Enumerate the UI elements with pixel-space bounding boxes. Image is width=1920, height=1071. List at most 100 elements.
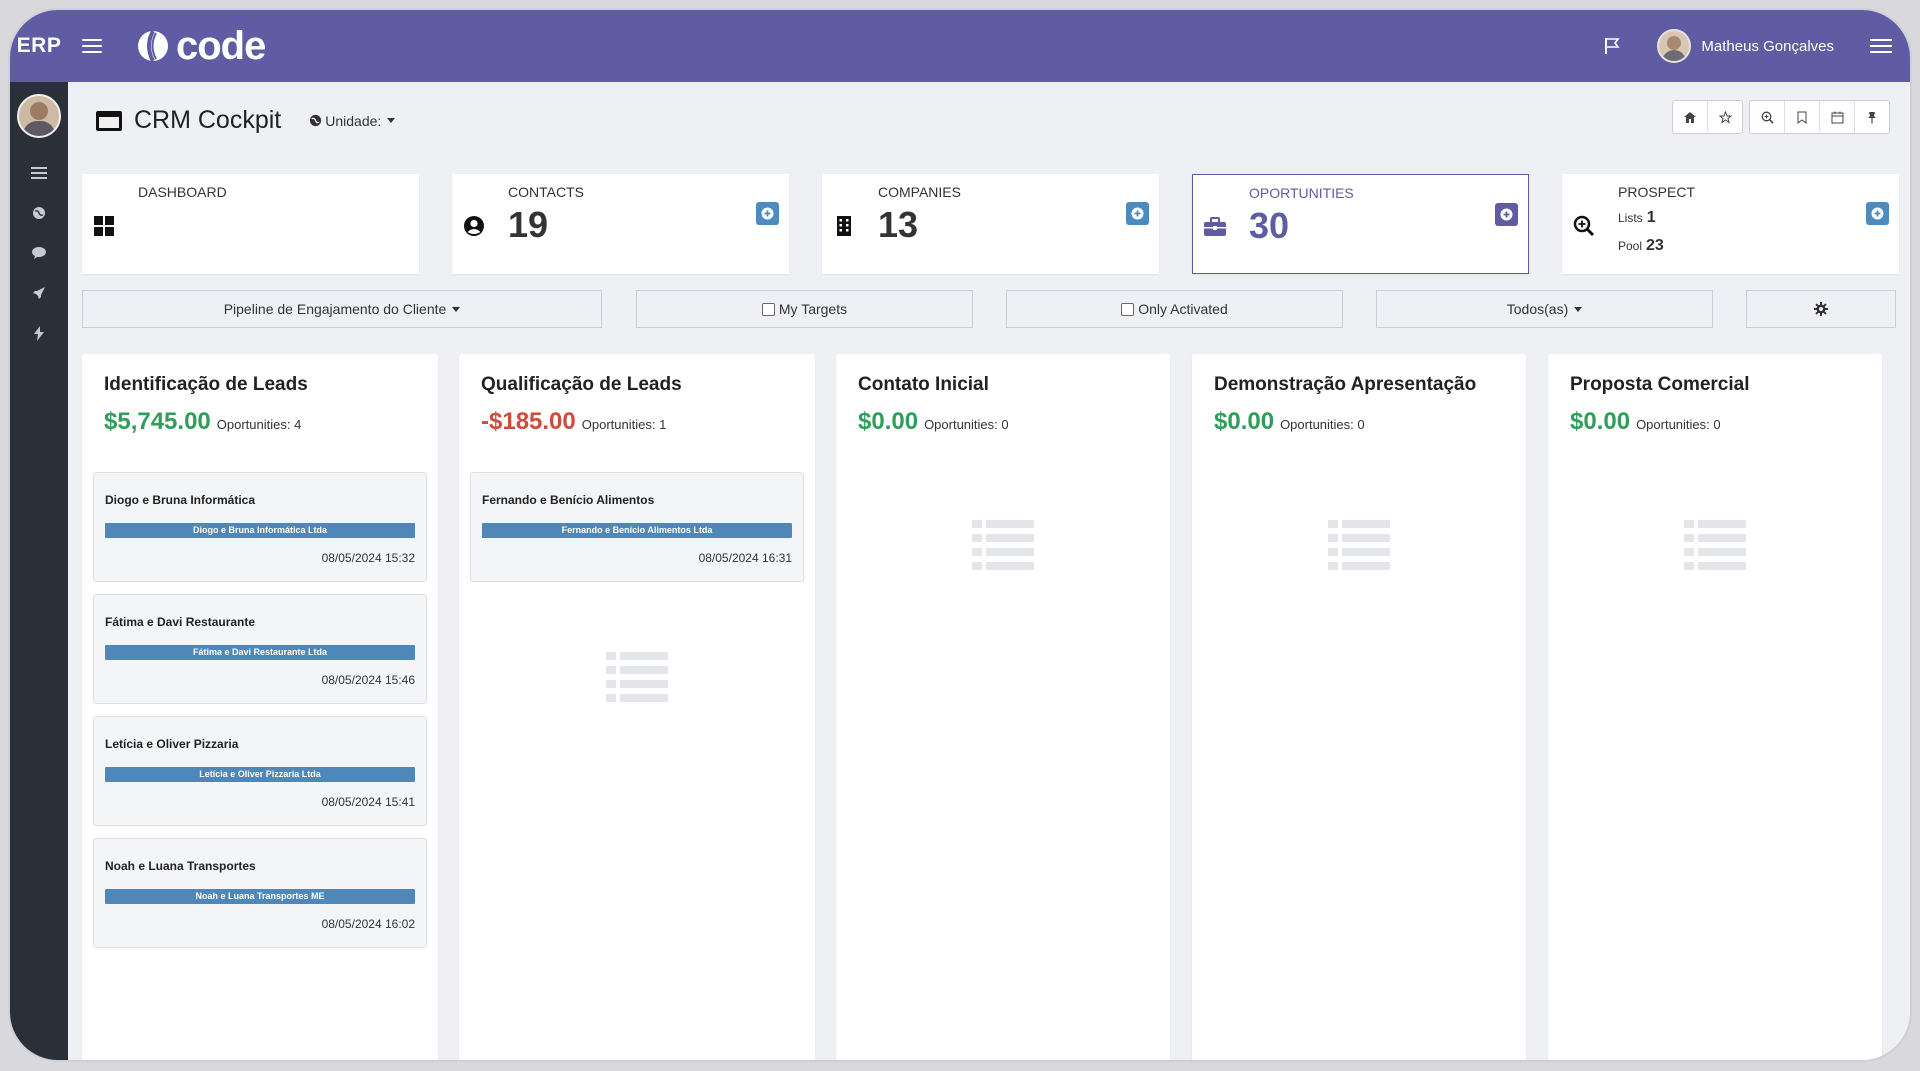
- column-amount: $5,745.00: [104, 408, 211, 435]
- opportunity-card[interactable]: Diogo e Bruna Informática Diogo e Bruna …: [93, 472, 427, 582]
- opportunity-card[interactable]: Fátima e Davi Restaurante Fátima e Davi …: [93, 594, 427, 704]
- menu-toggle-icon[interactable]: [82, 35, 102, 57]
- stat-oportunities[interactable]: OPORTUNITIES 30: [1192, 174, 1529, 274]
- bolt-icon[interactable]: [30, 324, 48, 342]
- empty-list-icon: [1328, 520, 1390, 570]
- stat-contacts[interactable]: CONTACTS 19: [452, 174, 789, 274]
- pin-icon: [1868, 111, 1876, 123]
- stat-prospect[interactable]: PROSPECT Lists 1 Pool 23: [1562, 174, 1899, 274]
- column-amount: -$185.00: [481, 408, 576, 435]
- opportunity-card[interactable]: Fernando e Benício Alimentos Fernando e …: [470, 472, 804, 582]
- sidebar: [10, 82, 68, 1060]
- plus-circle-icon: [1131, 207, 1144, 220]
- prospect-lists: Lists 1: [1618, 209, 1656, 227]
- pipeline-dropdown[interactable]: Pipeline de Engajamento do Cliente: [82, 290, 602, 328]
- only-activated-checkbox[interactable]: [1121, 302, 1135, 316]
- card-title: Fátima e Davi Restaurante: [105, 615, 256, 629]
- chat-icon[interactable]: [30, 244, 48, 262]
- dashboard-grid-icon: [92, 214, 116, 238]
- page-toolbar: [1666, 100, 1890, 134]
- card-company-tag: Fátima e Davi Restaurante Ltda: [105, 645, 415, 660]
- stat-companies[interactable]: COMPANIES 13: [822, 174, 1159, 274]
- gear-icon: [1814, 302, 1828, 316]
- globe-icon[interactable]: [30, 204, 48, 222]
- brand-erp[interactable]: ERP: [16, 34, 62, 57]
- user-circle-icon: [462, 214, 486, 238]
- my-targets-checkbox[interactable]: [761, 302, 775, 316]
- prospect-lists-value: 1: [1646, 209, 1656, 226]
- logo[interactable]: code: [136, 24, 266, 68]
- card-title: Fernando e Benício Alimentos: [482, 493, 655, 507]
- calendar-icon: [1831, 111, 1843, 123]
- only-activated-filter[interactable]: Only Activated: [1006, 290, 1343, 328]
- stat-title: COMPANIES: [878, 184, 961, 200]
- opportunity-card[interactable]: Noah e Luana Transportes Noah e Luana Tr…: [93, 838, 427, 948]
- star-icon: [1718, 110, 1732, 124]
- page-title: CRM Cockpit: [134, 106, 282, 134]
- pipeline-column: Qualificação de Leads -$185.00 Oportunit…: [459, 354, 815, 1060]
- column-opportunity-count: Oportunities: 0: [924, 417, 1009, 432]
- prospect-pool-label: Pool: [1618, 239, 1643, 253]
- bookmark-button[interactable]: [1784, 101, 1819, 133]
- pipeline-board: Identificação de Leads $5,745.00 Oportun…: [82, 354, 1896, 1060]
- calendar-button[interactable]: [1819, 101, 1854, 133]
- column-amount: $0.00: [858, 408, 919, 435]
- sidebar-avatar[interactable]: [17, 94, 61, 138]
- prospect-lists-label: Lists: [1618, 211, 1643, 225]
- stat-dashboard[interactable]: DASHBOARD: [82, 174, 419, 274]
- opportunity-card[interactable]: Letícia e Oliver Pizzaria Letícia e Oliv…: [93, 716, 427, 826]
- card-company-tag: Fernando e Benício Alimentos Ltda: [482, 523, 792, 538]
- empty-list-icon: [972, 520, 1034, 570]
- add-company-button[interactable]: [1126, 202, 1149, 225]
- flag-icon[interactable]: [1601, 35, 1623, 57]
- pipeline-column: Identificação de Leads $5,745.00 Oportun…: [82, 354, 438, 1060]
- stat-value: 13: [878, 204, 919, 245]
- pipeline-label: Pipeline de Engajamento do Cliente: [223, 301, 447, 317]
- list-icon[interactable]: [30, 164, 48, 182]
- zoom-button[interactable]: [1750, 101, 1784, 133]
- rocket-icon[interactable]: [30, 284, 48, 302]
- home-icon: [1684, 111, 1696, 123]
- logo-text: code: [176, 24, 266, 68]
- building-icon: [832, 214, 856, 238]
- add-contact-button[interactable]: [756, 202, 779, 225]
- column-opportunity-count: Oportunities: 1: [581, 417, 667, 432]
- caret-down-icon: [1574, 306, 1583, 312]
- unit-dropdown[interactable]: Unidade:: [309, 113, 396, 129]
- add-oportunity-button[interactable]: [1495, 203, 1518, 226]
- column-amount: $0.00: [1214, 408, 1275, 435]
- bookmark-icon: [1797, 111, 1807, 124]
- settings-sliders-icon[interactable]: [1870, 35, 1892, 57]
- column-opportunity-count: Oportunities: 4: [216, 417, 302, 432]
- home-button[interactable]: [1673, 101, 1707, 133]
- pin-button[interactable]: [1854, 101, 1889, 133]
- briefcase-icon: [1203, 215, 1227, 239]
- pipeline-column: Demonstração Apresentação $0.00 Oportuni…: [1192, 354, 1526, 1060]
- only-activated-label: Only Activated: [1138, 301, 1228, 317]
- stat-title: CONTACTS: [508, 184, 584, 200]
- column-title: Demonstração Apresentação: [1214, 374, 1477, 395]
- card-title: Letícia e Oliver Pizzaria: [105, 737, 239, 751]
- plus-circle-icon: [1500, 208, 1513, 221]
- user-avatar[interactable]: [1657, 29, 1692, 63]
- my-targets-filter[interactable]: My Targets: [636, 290, 973, 328]
- stat-title: PROSPECT: [1618, 184, 1696, 200]
- card-date: 08/05/2024 15:41: [321, 795, 415, 809]
- favorite-button[interactable]: [1707, 101, 1742, 133]
- caret-down-icon: [452, 306, 461, 312]
- card-company-tag: Noah e Luana Transportes ME: [105, 889, 415, 904]
- pipeline-settings-button[interactable]: [1746, 290, 1896, 328]
- column-amount: $0.00: [1570, 408, 1631, 435]
- stat-value: 19: [508, 204, 549, 245]
- search-plus-icon: [1572, 214, 1596, 238]
- stat-title: DASHBOARD: [138, 184, 227, 200]
- card-date: 08/05/2024 16:02: [321, 917, 415, 931]
- stat-value: 30: [1249, 205, 1290, 246]
- todos-dropdown[interactable]: Todos(as): [1376, 290, 1713, 328]
- logo-mark-icon: [138, 30, 168, 62]
- plus-circle-icon: [761, 207, 774, 220]
- filter-bar: Pipeline de Engajamento do Cliente My Ta…: [82, 290, 1896, 328]
- add-prospect-button[interactable]: [1866, 202, 1889, 225]
- user-name[interactable]: Matheus Gonçalves: [1701, 37, 1834, 55]
- prospect-pool: Pool 23: [1618, 237, 1664, 255]
